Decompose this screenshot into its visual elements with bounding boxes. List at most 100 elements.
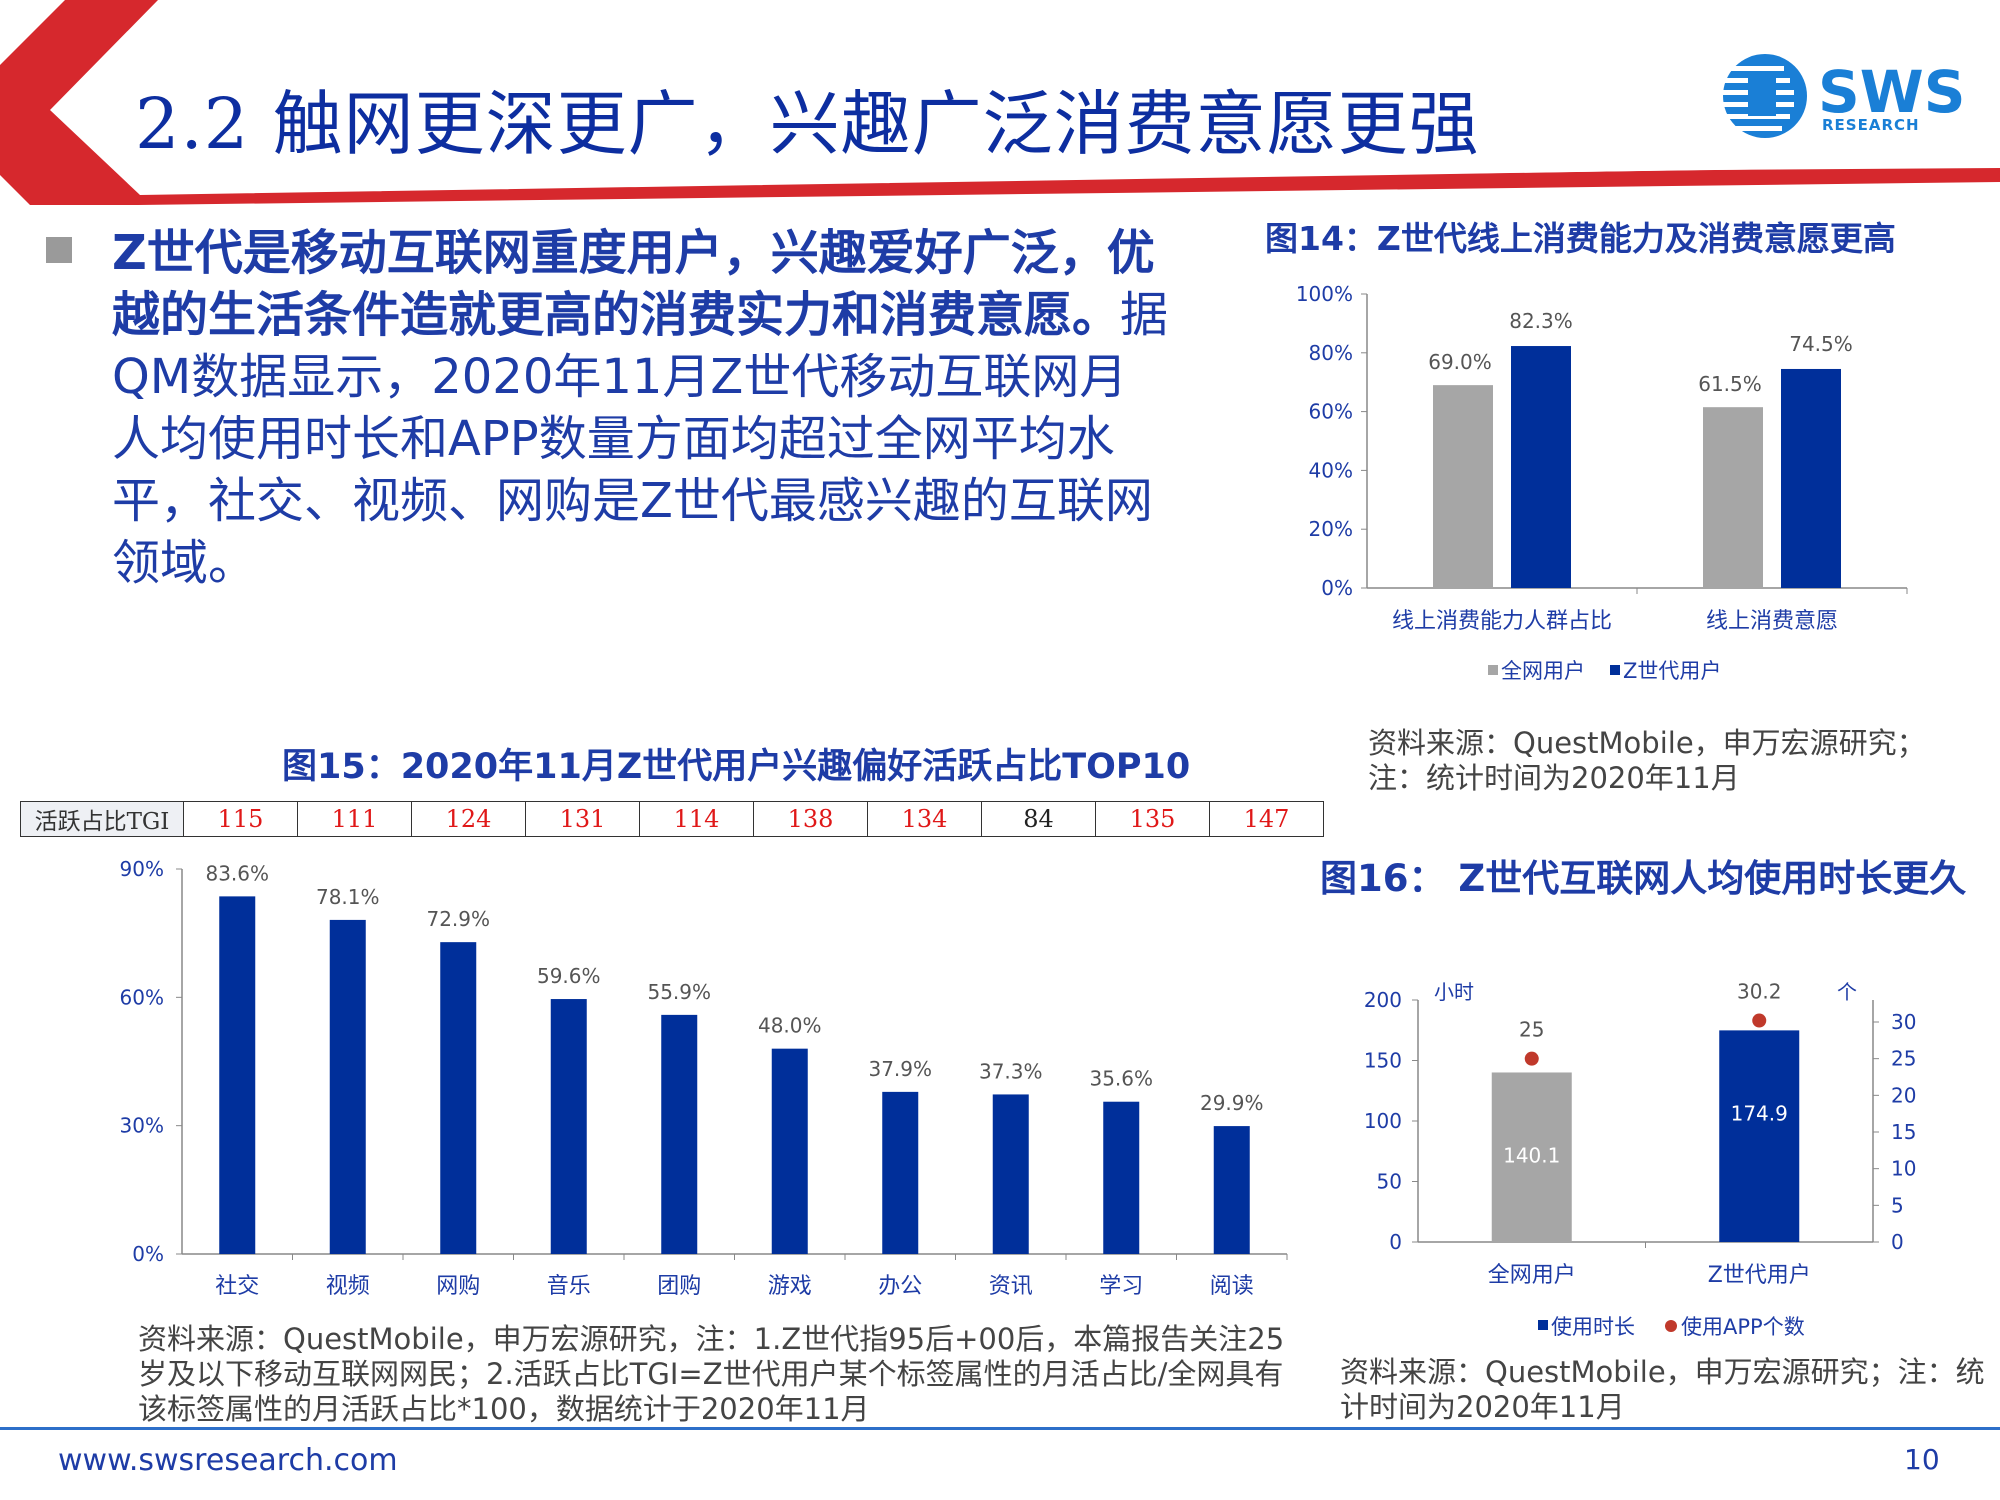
x-category-label: 全网用户 xyxy=(1488,1263,1576,1288)
y-tick-label: 0% xyxy=(1321,576,1353,600)
y-tick-label: 100% xyxy=(1296,282,1353,306)
y-right-tick-label: 30 xyxy=(1891,1010,1916,1034)
tgi-table: 活跃占比TGI 115 111 124 131 114 138 134 84 1… xyxy=(20,801,1324,837)
y-right-tick-label: 25 xyxy=(1891,1047,1916,1071)
bar xyxy=(1433,385,1493,588)
footer-divider xyxy=(0,1427,2000,1430)
app-count-dot xyxy=(1524,1051,1539,1066)
x-category-label: 线上消费意愿 xyxy=(1706,609,1838,634)
x-category-label: 阅读 xyxy=(1210,1274,1254,1299)
data-label: 83.6% xyxy=(205,861,269,885)
y-right-tick-label: 0 xyxy=(1891,1230,1904,1254)
logo-text: SWS xyxy=(1818,58,1966,126)
x-category-label: 团购 xyxy=(657,1274,701,1299)
bar xyxy=(1703,407,1763,588)
fig15-source: 资料来源：QuestMobile，申万宏源研究，注：1.Z世代指95后+00后，… xyxy=(138,1322,1285,1426)
x-category-label: 视频 xyxy=(326,1274,370,1299)
fig15-title: 图15：2020年11月Z世代用户兴趣偏好活跃占比TOP10 xyxy=(282,747,1191,787)
x-category-label: 音乐 xyxy=(547,1274,591,1299)
x-category-label: 社交 xyxy=(215,1274,259,1299)
legend-swatch xyxy=(1488,665,1498,675)
fig14-source: 资料来源：QuestMobile，申万宏源研究；注：统计时间为2020年11月 xyxy=(1368,726,1926,795)
data-label: 55.9% xyxy=(647,980,711,1004)
y-right-tick-label: 15 xyxy=(1891,1120,1916,1144)
data-label: 78.1% xyxy=(316,885,380,909)
y-right-unit: 个 xyxy=(1837,980,1857,1004)
sws-logo-mark xyxy=(1714,54,1807,138)
y-right-tick-label: 10 xyxy=(1891,1157,1916,1181)
legend-dot xyxy=(1665,1320,1677,1332)
bullet-body-text: 据QM数据显示，2020年11月Z世代移动互联网月人均使用时长和APP数量方面均… xyxy=(112,287,1169,591)
header-white-band xyxy=(52,0,2000,192)
y-tick-label: 80% xyxy=(1309,341,1353,365)
dot-label: 25 xyxy=(1519,1018,1544,1042)
y-tick-label: 60% xyxy=(1309,400,1353,424)
sws-logo: SWS RESEARCH xyxy=(1710,50,1970,150)
bullet-marker xyxy=(46,237,72,263)
header-decoration xyxy=(0,0,2000,205)
y-tick-label: 90% xyxy=(120,857,164,881)
fig16-chart: 0 50 100 150 200 0 5 10 15 20 25 30 小时 个 140.1 25 全网用户 17… xyxy=(1364,980,1917,1339)
legend-swatch xyxy=(1538,1320,1548,1330)
bar xyxy=(882,1091,919,1254)
data-label: 140.1 xyxy=(1503,1143,1560,1167)
x-category-label: 资讯 xyxy=(989,1274,1033,1299)
y-tick-label: 30% xyxy=(120,1114,164,1138)
tgi-cell: 135 xyxy=(1095,801,1210,837)
legend-label: 使用时长 xyxy=(1551,1315,1635,1339)
tgi-row: 活跃占比TGI 115 111 124 131 114 138 134 84 1… xyxy=(20,801,1324,837)
x-category-label: 线上消费能力人群占比 xyxy=(1392,609,1612,634)
tgi-label: 活跃占比TGI xyxy=(20,801,184,837)
bar xyxy=(219,896,256,1254)
footer-url[interactable]: www.swsresearch.com xyxy=(58,1443,398,1478)
fig14-title: 图14：Z世代线上消费能力及消费意愿更高 xyxy=(1265,219,1896,258)
y-left-unit: 小时 xyxy=(1434,980,1474,1004)
data-label: 29.9% xyxy=(1200,1091,1264,1115)
bar xyxy=(329,919,366,1254)
y-left-tick-label: 0 xyxy=(1389,1230,1402,1254)
page-number: 10 xyxy=(1904,1443,1940,1476)
tgi-cell: 131 xyxy=(525,801,640,837)
fig15-chart: 0% 30% 60% 90% 83.6% 社交 78.1% 视频 72.9% 网购 59.6% 音乐 5… xyxy=(120,857,1288,1299)
y-tick-label: 0% xyxy=(132,1242,164,1266)
y-left-tick-label: 50 xyxy=(1377,1170,1402,1194)
bar xyxy=(1103,1101,1140,1254)
dot-label: 30.2 xyxy=(1737,980,1782,1004)
bar xyxy=(1491,1072,1572,1242)
data-label: 37.3% xyxy=(979,1059,1043,1083)
y-right-tick-label: 5 xyxy=(1891,1193,1904,1217)
fig16-title: 图16： Z世代互联网人均使用时长更久 xyxy=(1320,857,1967,900)
data-label: 37.9% xyxy=(868,1057,932,1081)
legend-label: Z世代用户 xyxy=(1623,659,1721,683)
y-left-tick-label: 200 xyxy=(1364,988,1402,1012)
bar xyxy=(550,999,587,1254)
bar xyxy=(992,1094,1029,1254)
x-category-label: 办公 xyxy=(878,1274,922,1299)
y-tick-label: 60% xyxy=(120,985,164,1009)
x-category-label: 学习 xyxy=(1099,1274,1143,1299)
data-label: 82.3% xyxy=(1509,309,1573,333)
page-title: 2.2 触网更深更广，兴趣广泛消费意愿更强 xyxy=(135,83,1480,165)
fig16-source: 资料来源：QuestMobile，申万宏源研究；注：统计时间为2020年11月 xyxy=(1340,1355,1985,1424)
bullet-bold-text: Z世代是移动互联网重度用户，兴趣爱好广泛，优越的生活条件造就更高的消费实力和消费… xyxy=(112,225,1155,343)
y-tick-label: 20% xyxy=(1309,517,1353,541)
bar xyxy=(1719,1030,1800,1242)
data-label: 74.5% xyxy=(1789,332,1853,356)
bar xyxy=(1781,368,1841,588)
tgi-cell: 124 xyxy=(411,801,526,837)
data-label: 72.9% xyxy=(426,907,490,931)
bar xyxy=(440,942,477,1254)
y-tick-label: 40% xyxy=(1309,458,1353,482)
y-right-tick-label: 20 xyxy=(1891,1083,1916,1107)
data-label: 48.0% xyxy=(758,1014,822,1038)
legend-label: 全网用户 xyxy=(1501,659,1585,683)
fig14-chart: 0% 20% 40% 60% 80% 100% 69.0% 82.3% 线上消费能力人群占比 61… xyxy=(1296,282,1908,683)
bullet-paragraph: Z世代是移动互联网重度用户，兴趣爱好广泛，优越的生活条件造就更高的消费实力和消费… xyxy=(112,222,1172,594)
data-label: 69.0% xyxy=(1428,350,1492,374)
legend-swatch xyxy=(1610,665,1620,675)
tgi-cell: 114 xyxy=(639,801,754,837)
x-category-label: Z世代用户 xyxy=(1708,1263,1811,1288)
tgi-cell: 138 xyxy=(753,801,868,837)
data-label: 174.9 xyxy=(1731,1101,1788,1125)
tgi-cell: 147 xyxy=(1209,801,1324,837)
